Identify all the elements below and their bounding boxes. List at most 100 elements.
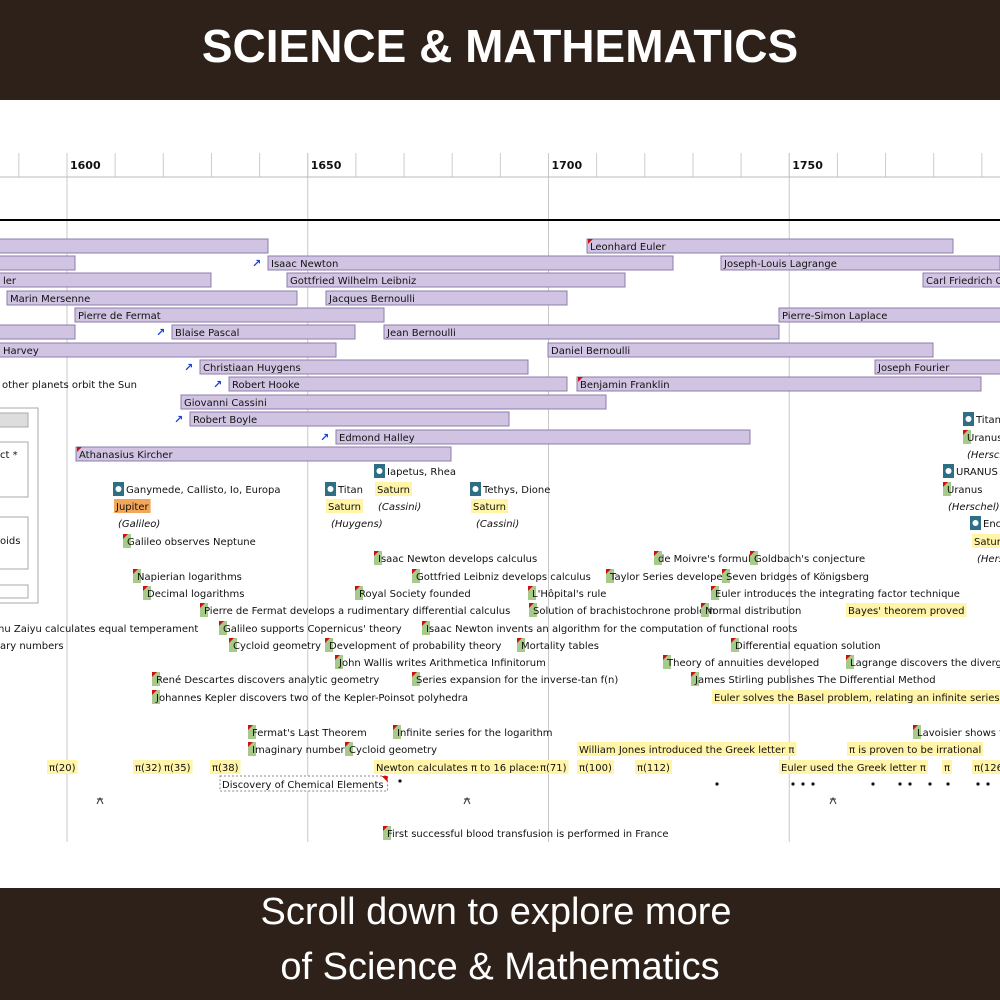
life-bar — [720, 255, 1000, 271]
event-marker — [691, 672, 699, 686]
person-name: Daniel Bernoulli — [551, 346, 630, 357]
event-label: Iapetus, Rhea — [387, 467, 456, 478]
life-bar — [586, 238, 954, 254]
person-name: Robert Hooke — [232, 380, 300, 391]
event-label: Saturn — [473, 502, 506, 513]
moon-dot — [965, 416, 972, 422]
life-bar — [325, 290, 568, 306]
life-bar — [922, 272, 1000, 288]
person-name: Harvey — [3, 346, 39, 357]
event-label: hu Zaiyu calculates equal temperament — [0, 624, 198, 635]
footer-line: Scroll down to explore more — [261, 891, 732, 933]
event-label: Seven bridges of Königsberg — [726, 572, 869, 583]
event-label: (Cassini) — [476, 519, 519, 530]
life-bar — [199, 359, 529, 375]
side-text: oids — [0, 536, 20, 547]
event-marker — [133, 569, 141, 583]
person-name: Christiaan Huygens — [203, 363, 301, 374]
life-bar — [0, 238, 269, 254]
person-name: Jacques Bernoulli — [328, 294, 415, 305]
event-bg — [779, 760, 928, 774]
event-label: π(112) — [637, 763, 670, 774]
event-label: Pierre de Fermat develops a rudimentary … — [204, 606, 510, 617]
event-label: Mortality tables — [521, 641, 599, 652]
moon-dot — [376, 468, 383, 474]
event-label: Cycloid geometry — [233, 641, 321, 652]
event-marker — [654, 551, 662, 565]
person-name: Isaac Newton — [271, 259, 338, 270]
flag — [248, 725, 253, 730]
event-label: Uranus — [947, 485, 982, 496]
life-bar — [778, 307, 1000, 323]
link-icon: ↗ — [184, 361, 193, 374]
event-bg — [133, 760, 164, 774]
life-bar — [6, 290, 298, 306]
flag — [383, 826, 388, 831]
event-label: (Galileo) — [118, 519, 160, 530]
event-marker — [383, 826, 391, 840]
flag — [412, 672, 417, 677]
year-label: 1700 — [552, 159, 583, 172]
glyph — [463, 796, 471, 805]
life-bar — [0, 342, 337, 358]
dot — [898, 782, 902, 786]
life-bar — [228, 376, 568, 392]
link-icon: ↗ — [156, 326, 165, 339]
side-text: ct * — [0, 450, 18, 461]
event-marker — [731, 638, 739, 652]
event-label: URANUS — [956, 467, 998, 478]
event-label: (Hers — [977, 554, 1000, 565]
moon-dot — [327, 486, 334, 492]
flag — [731, 638, 736, 643]
event-bg — [847, 742, 984, 756]
moon-dot — [945, 468, 952, 474]
person-name: Blaise Pascal — [175, 328, 239, 339]
event-marker — [606, 569, 614, 583]
event-label: Ganymede, Callisto, Io, Europa — [126, 485, 281, 496]
flag — [219, 621, 224, 626]
event-label: Titan — [337, 485, 363, 496]
event-label: π(71) — [540, 763, 567, 774]
flag — [200, 603, 205, 608]
flag — [123, 534, 128, 539]
event-label: Saturn — [328, 502, 361, 513]
link-icon: ↗ — [174, 413, 183, 426]
dot — [811, 782, 815, 786]
event-box — [219, 775, 389, 792]
side-panel — [0, 407, 39, 604]
flag — [701, 603, 706, 608]
flag — [374, 551, 379, 556]
event-label: Newton calculates π to 16 places — [376, 763, 541, 774]
event-label: Development of probability theory — [329, 641, 501, 652]
flag — [663, 655, 668, 660]
event-label: First successful blood transfusion is pe… — [387, 829, 669, 840]
event-marker — [517, 638, 525, 652]
flag — [355, 586, 360, 591]
event-label: de Moivre's formula — [658, 554, 757, 565]
event-marker — [422, 621, 430, 635]
flag — [913, 725, 918, 730]
event-bg — [942, 760, 953, 774]
event-label: Discovery of Chemical Elements — [222, 780, 384, 791]
event-marker — [143, 586, 151, 600]
side-panel-box — [0, 441, 29, 498]
event-marker — [412, 672, 420, 686]
event-label: Fermat's Last Theorem — [252, 728, 367, 739]
side-panel-head — [0, 412, 29, 428]
event-label: Saturn — [974, 537, 1000, 548]
event-label: π(32) — [135, 763, 162, 774]
event-label: π — [944, 763, 950, 774]
event-bg — [162, 760, 193, 774]
person-name: Marin Mersenne — [10, 294, 90, 305]
flag — [529, 603, 534, 608]
event-label: Napierian logarithms — [137, 572, 242, 583]
flag — [691, 672, 696, 677]
event-bg — [210, 760, 241, 774]
life-bar — [874, 359, 1000, 375]
event-label: Theory of annuities developed — [666, 658, 819, 669]
header-band — [0, 0, 1000, 100]
event-marker — [123, 534, 131, 548]
event-label: (Herschel) — [948, 502, 1000, 513]
side-panel-box — [0, 584, 29, 599]
